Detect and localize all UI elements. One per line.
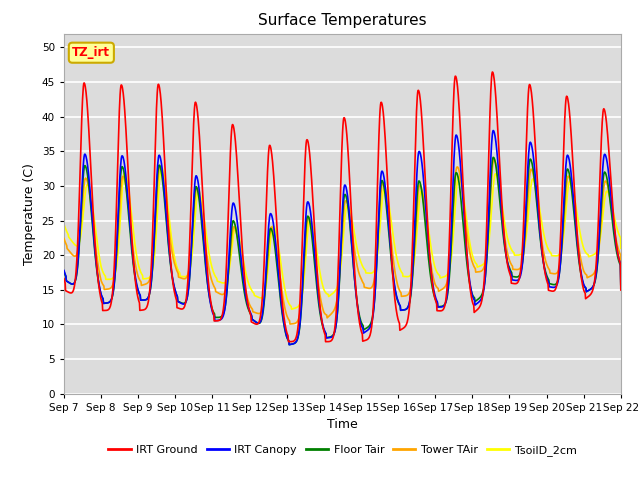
Legend: IRT Ground, IRT Canopy, Floor Tair, Tower TAir, TsoilD_2cm: IRT Ground, IRT Canopy, Floor Tair, Towe… — [104, 440, 581, 460]
Title: Surface Temperatures: Surface Temperatures — [258, 13, 427, 28]
Y-axis label: Temperature (C): Temperature (C) — [23, 163, 36, 264]
Text: TZ_irt: TZ_irt — [72, 46, 110, 59]
X-axis label: Time: Time — [327, 418, 358, 431]
